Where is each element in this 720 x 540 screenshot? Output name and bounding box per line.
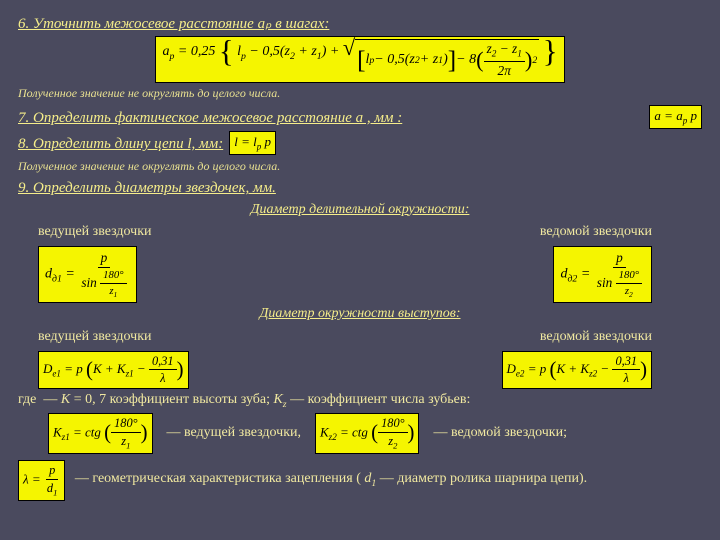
step9-sub2: Диаметр окружности выступов:	[18, 305, 702, 324]
step6-formula: ap = 0,25 { lp − 0,5(z2 + z1) + [lp − 0,…	[155, 36, 564, 83]
de2-wrap: De2 = p (K + Kz2 − 0,31λ)	[345, 351, 682, 389]
dd1-wrap: dд1 = psin 180°z1	[38, 246, 345, 303]
lambda-formula: λ = pd1	[18, 460, 65, 501]
label-driven-2: ведомой звездочки	[345, 328, 682, 347]
step9-formulas2: De1 = p (K + Kz1 − 0,31λ) De2 = p (K + K…	[38, 351, 682, 389]
step7-text: 7. Определить фактическое межосевое расс…	[18, 108, 402, 128]
lambda-row: λ = pd1 — геометрическая характеристика …	[18, 460, 702, 501]
de1-formula: De1 = p (K + Kz1 − 0,31λ)	[38, 351, 189, 389]
step8-formula: l = lp p	[229, 131, 276, 155]
kz1-formula: Kz1 = ctg (180°z1)	[48, 413, 153, 454]
step8-text: 8. Определить длину цепи l, мм:	[18, 134, 223, 154]
label-leading-2: ведущей звездочки	[38, 328, 345, 347]
step6-note: Полученное значение не округлять до цело…	[18, 85, 702, 101]
dd2-wrap: dд2 = psin 180°z2	[345, 246, 682, 303]
step6-heading: 6. Уточнить межосевое расстояние aₚ в ша…	[18, 14, 702, 34]
kz-row: Kz1 = ctg (180°z1) — ведущей звездочки, …	[48, 413, 702, 454]
step8-row: 8. Определить длину цепи l, мм: l = lp p	[18, 130, 702, 156]
label-driven-1: ведомой звездочки	[345, 223, 682, 242]
lambda-text: — геометрическая характеристика зацеплен…	[71, 470, 702, 490]
dd1-formula: dд1 = psin 180°z1	[38, 246, 137, 303]
step9-labels1: ведущей звездочки ведомой звездочки	[38, 221, 682, 244]
step6-formula-wrap: ap = 0,25 { lp − 0,5(z2 + z1) + [lp − 0,…	[18, 36, 702, 83]
de1-wrap: De1 = p (K + Kz1 − 0,31λ)	[38, 351, 345, 389]
step9-where: где — К = 0, 7 коэффициент высоты зуба; …	[18, 391, 702, 411]
step9-sub1: Диаметр делительной окружности:	[18, 201, 702, 220]
step9-labels2: ведущей звездочки ведомой звездочки	[38, 326, 682, 349]
kz1-tail: — ведущей звездочки,	[167, 424, 301, 443]
kz2-tail: — ведомой звездочки;	[433, 424, 566, 443]
step7-formula: a = ap p	[649, 105, 702, 129]
step9-heading: 9. Определить диаметры звездочек, мм.	[18, 178, 702, 198]
step8-note: Полученное значение не округлять до цело…	[18, 158, 702, 174]
step7-row: 7. Определить фактическое межосевое расс…	[18, 104, 702, 130]
de2-formula: De2 = p (K + Kz2 − 0,31λ)	[502, 351, 653, 389]
dd2-formula: dд2 = psin 180°z2	[553, 246, 652, 303]
step9-formulas1: dд1 = psin 180°z1 dд2 = psin 180°z2	[38, 246, 682, 303]
label-leading-1: ведущей звездочки	[38, 223, 345, 242]
kz2-formula: Kz2 = ctg (180°z2)	[315, 413, 420, 454]
